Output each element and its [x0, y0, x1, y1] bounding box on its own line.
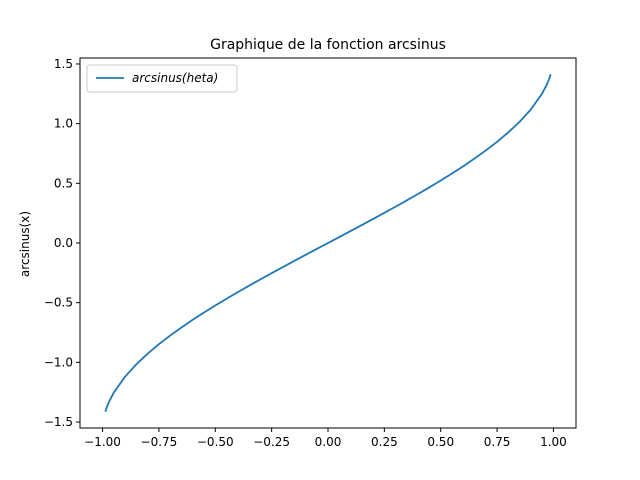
x-tick-label: −0.25	[253, 435, 290, 449]
y-tick-label: 1.5	[54, 57, 73, 71]
y-tick-label: −1.5	[44, 415, 73, 429]
y-tick-label: 1.0	[54, 117, 73, 131]
y-tick-label: −1.0	[44, 355, 73, 369]
legend-entry-label: arcsinus(heta)	[132, 71, 218, 85]
plot-frame	[79, 57, 577, 429]
x-tick-label: 0.75	[484, 435, 511, 449]
chart-title: Graphique de la fonction arcsinus	[210, 37, 446, 53]
x-tick-label: 0.00	[315, 435, 342, 449]
y-tick-label: 0.5	[54, 176, 73, 190]
x-tick-label: 0.25	[371, 435, 398, 449]
legend-box	[86, 64, 238, 93]
y-tick-label: 0.0	[54, 236, 73, 250]
series-line-arcsinus	[104, 73, 552, 413]
x-tick-label: −0.50	[197, 435, 234, 449]
x-tick-label: 0.50	[427, 435, 454, 449]
legend: arcsinus(heta)	[86, 64, 238, 93]
x-tick-label: 1.00	[540, 435, 567, 449]
x-tick-label: −0.75	[141, 435, 178, 449]
plot-area	[104, 73, 552, 413]
x-axis: −1.00 −0.75 −0.50 −0.25 0.00 0.25 0.50 0.75 1.00	[84, 428, 567, 449]
x-tick-label: −1.00	[84, 435, 121, 449]
y-axis: −1.5 −1.0 −0.5 0.0 0.5 1.0 1.5	[44, 57, 80, 429]
y-tick-label: −0.5	[44, 296, 73, 310]
y-axis-label: arcsinus(x)	[18, 211, 32, 277]
